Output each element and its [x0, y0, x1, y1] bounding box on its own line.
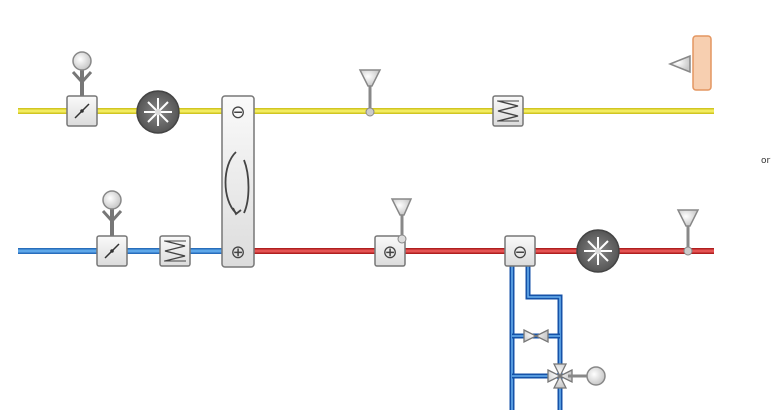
- minus-symbol: ⊖: [230, 102, 245, 123]
- room-unit[interactable]: [667, 35, 712, 91]
- plus-symbol: ⊕: [230, 242, 245, 263]
- exhaust-fan[interactable]: [136, 90, 180, 134]
- edge-text: or: [761, 156, 771, 166]
- balancing-valve[interactable]: [523, 328, 549, 344]
- heat-recovery-wheel[interactable]: ⊖ ⊕: [221, 95, 255, 268]
- heating-coil-icon: ⊕: [382, 242, 397, 263]
- heating-coil-sensor[interactable]: [390, 198, 413, 244]
- outdoor-damper[interactable]: [96, 190, 128, 267]
- supply-fan[interactable]: [576, 229, 620, 273]
- valve-icon: [523, 328, 549, 344]
- room-unit-icon: [667, 54, 691, 74]
- cooling-water-pipes: [509, 264, 563, 410]
- supply-sensor[interactable]: [676, 209, 700, 256]
- cooling-coil-icon: ⊖: [512, 242, 527, 263]
- damper-actuator-icon: [102, 190, 122, 210]
- damper-actuator-icon: [72, 51, 92, 71]
- three-way-valve-icon: [547, 363, 573, 389]
- supply-air-duct: [238, 248, 714, 254]
- heating-coil[interactable]: ⊕: [374, 235, 406, 267]
- filter-icon: [497, 100, 519, 122]
- sensor-icon: [390, 198, 413, 216]
- three-way-valve[interactable]: [547, 363, 606, 389]
- outdoor-air-duct: [18, 248, 238, 254]
- filter-icon: [164, 240, 186, 262]
- cooling-coil[interactable]: ⊖: [504, 235, 536, 267]
- exhaust-sensor[interactable]: [358, 69, 382, 117]
- sensor-icon: [676, 209, 700, 227]
- outdoor-filter[interactable]: [159, 235, 191, 267]
- exhaust-damper[interactable]: [66, 51, 98, 127]
- exhaust-filter[interactable]: [492, 95, 524, 127]
- sensor-icon: [358, 69, 382, 87]
- valve-actuator-icon: [586, 366, 606, 386]
